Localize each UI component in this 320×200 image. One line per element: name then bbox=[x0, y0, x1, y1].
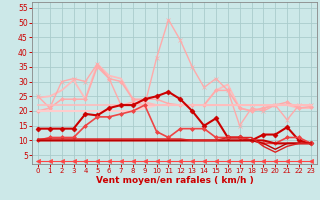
X-axis label: Vent moyen/en rafales ( km/h ): Vent moyen/en rafales ( km/h ) bbox=[96, 176, 253, 185]
